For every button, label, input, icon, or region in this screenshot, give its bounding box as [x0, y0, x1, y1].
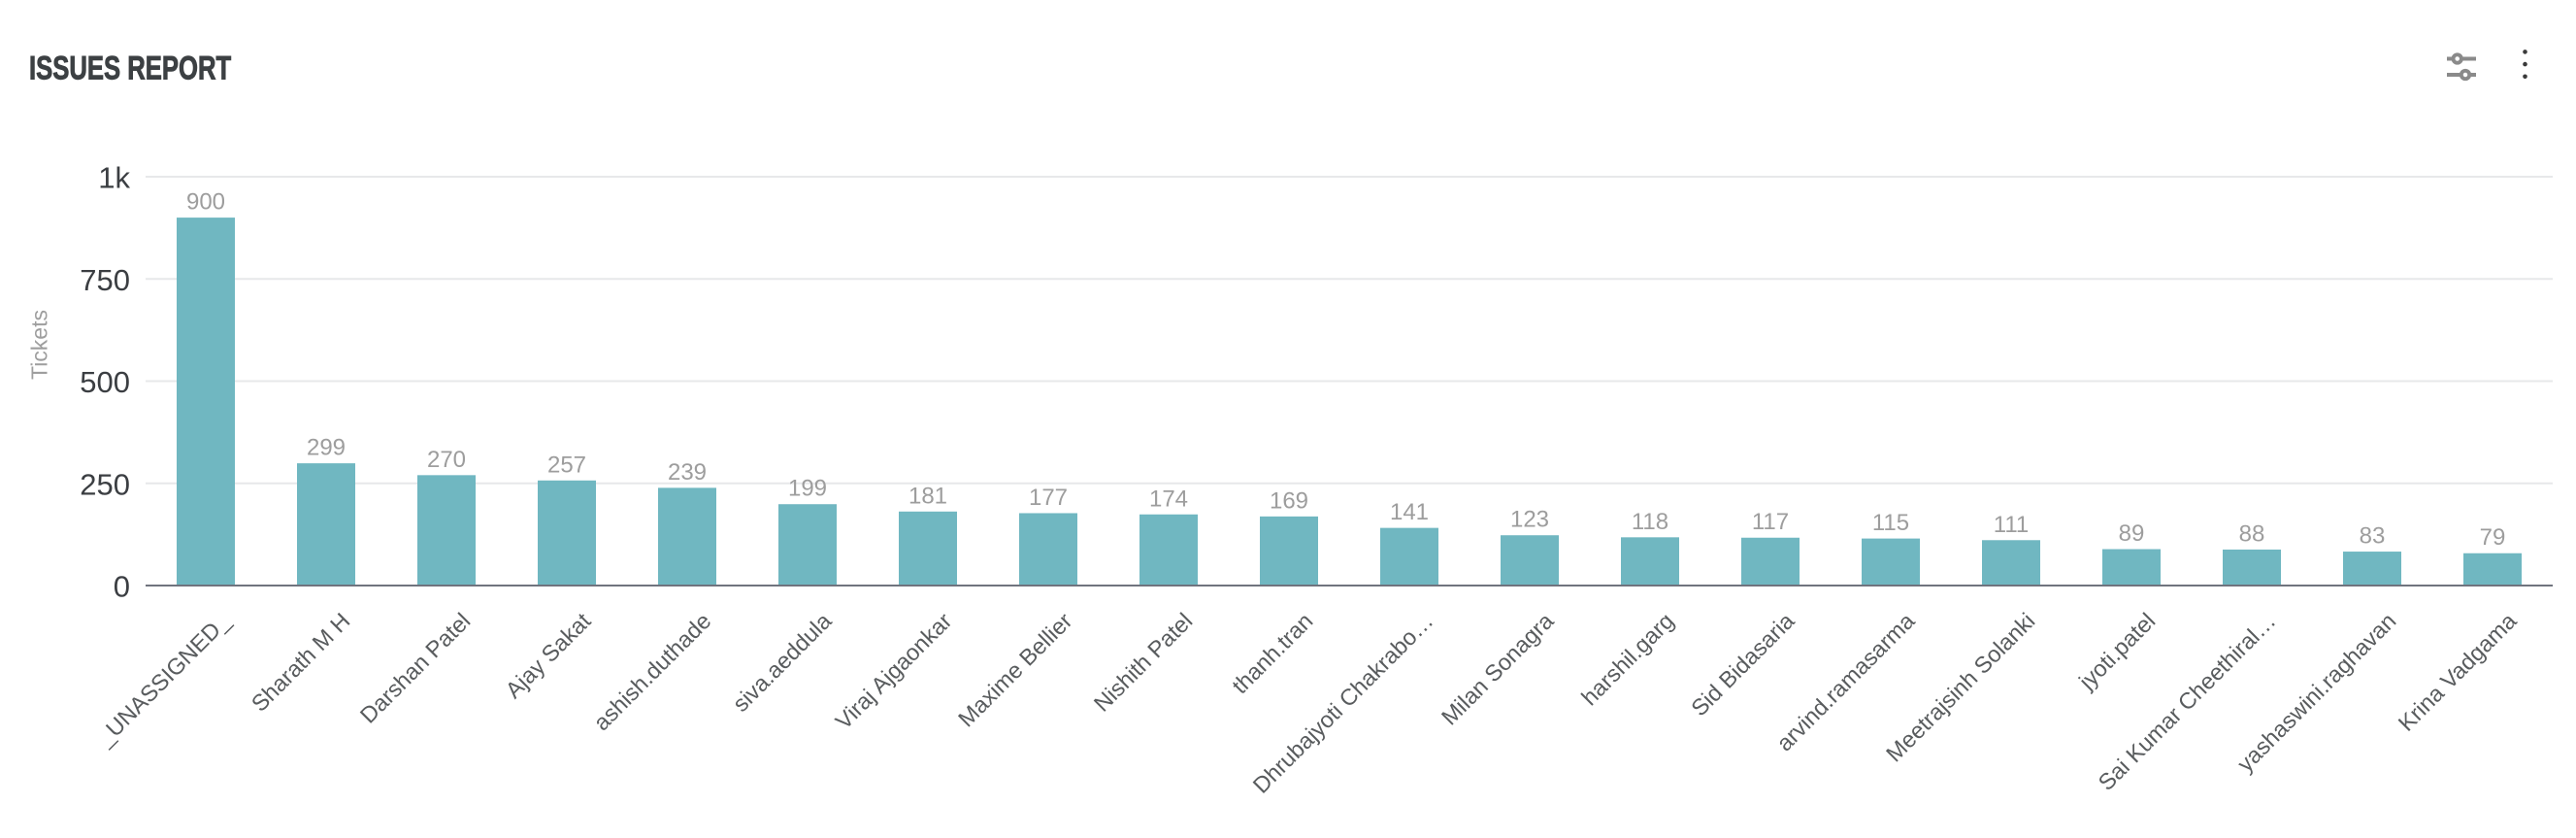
svg-text:0: 0	[114, 570, 130, 604]
svg-text:89: 89	[2119, 520, 2145, 547]
svg-text:174: 174	[1149, 486, 1188, 512]
svg-text:257: 257	[547, 452, 586, 478]
svg-text:177: 177	[1029, 485, 1068, 511]
svg-text:299: 299	[307, 435, 346, 461]
svg-text:141: 141	[1390, 499, 1429, 525]
svg-text:ISSUES REPORT: ISSUES REPORT	[29, 50, 232, 86]
svg-text:239: 239	[668, 459, 707, 486]
svg-text:111: 111	[1994, 512, 2029, 538]
svg-text:500: 500	[80, 365, 130, 399]
svg-text:118: 118	[1632, 509, 1668, 535]
svg-text:750: 750	[80, 263, 130, 297]
svg-text:270: 270	[427, 447, 466, 473]
svg-text:250: 250	[80, 467, 130, 501]
svg-text:123: 123	[1510, 507, 1549, 533]
svg-text:199: 199	[788, 476, 827, 502]
svg-text:83: 83	[2360, 523, 2386, 550]
svg-text:117: 117	[1752, 509, 1789, 535]
svg-text:88: 88	[2239, 520, 2265, 547]
svg-text:79: 79	[2480, 524, 2506, 551]
svg-text:115: 115	[1872, 510, 1909, 536]
svg-text:900: 900	[186, 189, 225, 216]
svg-text:1k: 1k	[98, 161, 130, 195]
svg-text:181: 181	[908, 483, 947, 509]
svg-text:Tickets: Tickets	[27, 310, 52, 380]
svg-text:169: 169	[1270, 487, 1308, 514]
